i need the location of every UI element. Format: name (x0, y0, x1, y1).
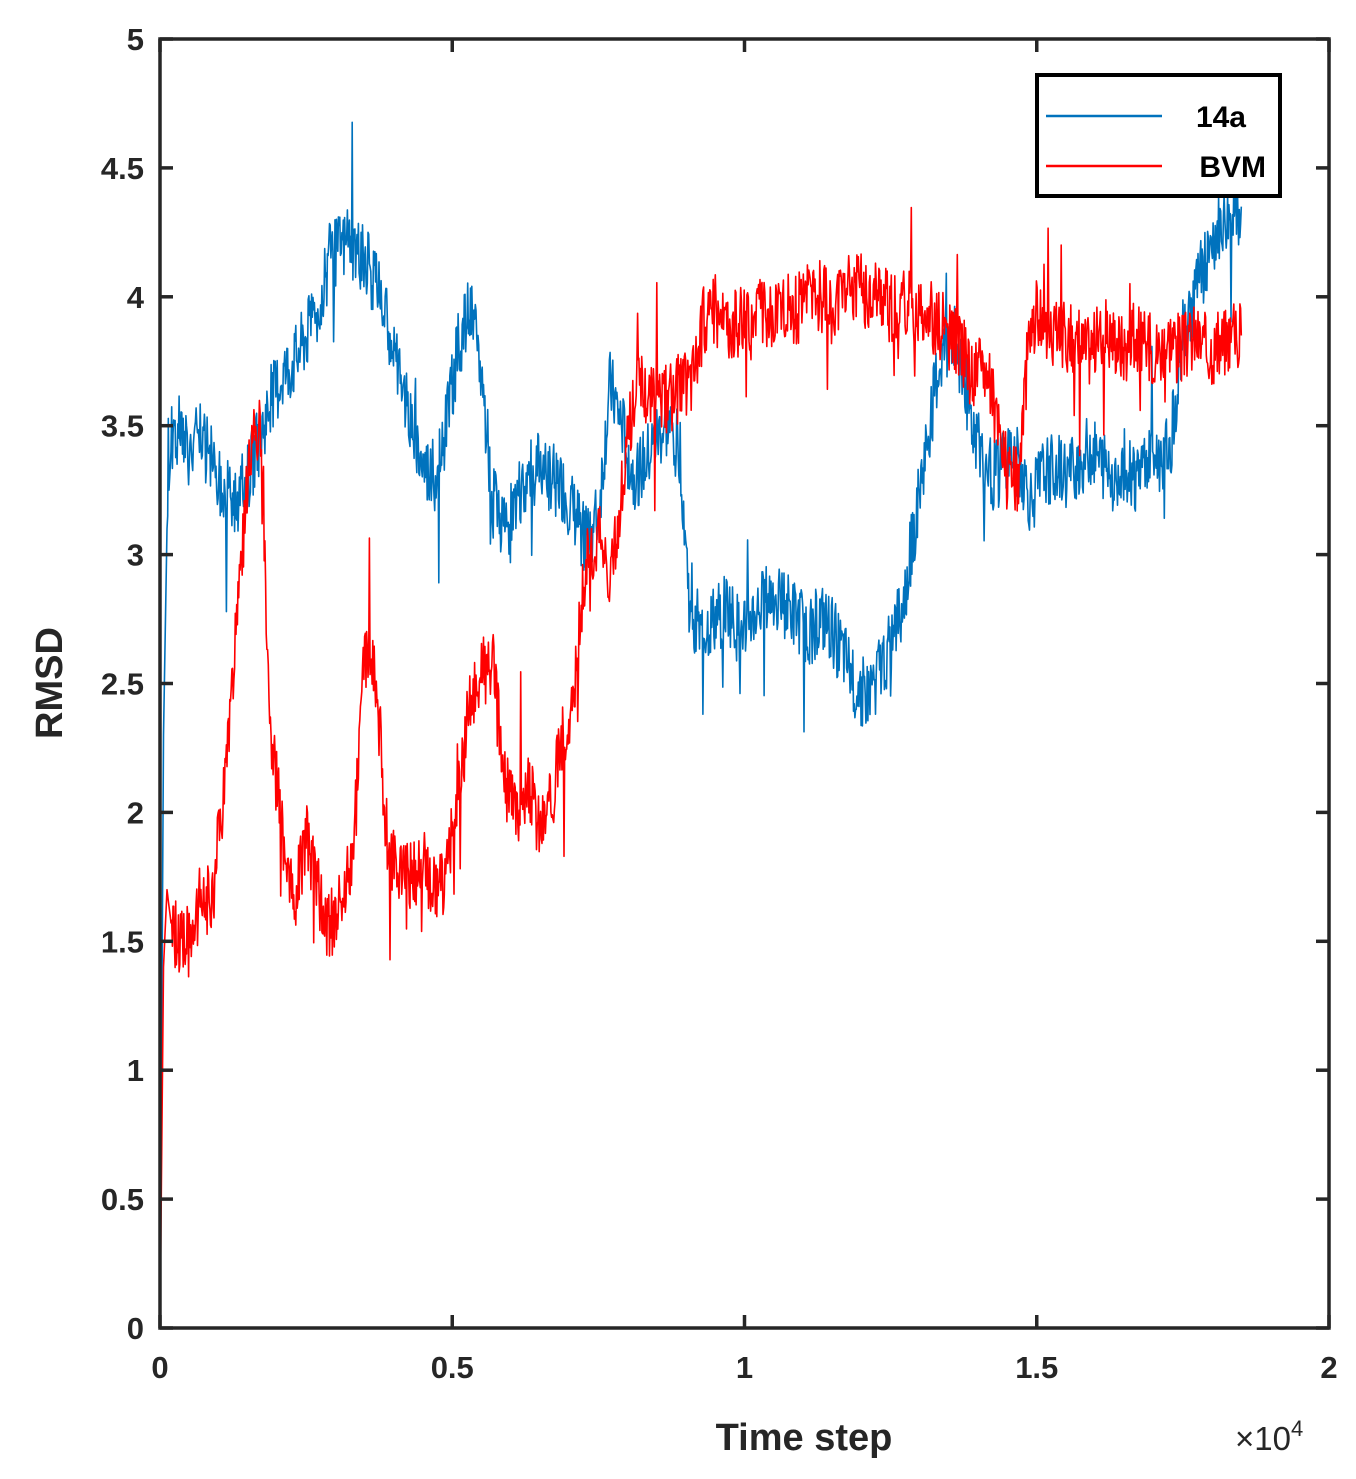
y-axis-title: RMSD (29, 627, 71, 739)
series-line-bvm (159, 206, 1243, 1329)
legend-label-14a: 14a (1196, 101, 1246, 134)
series-line-14a (159, 121, 1243, 1329)
y-tick-label: 3 (127, 538, 144, 573)
x-multiplier-base: ×10 (1235, 1420, 1291, 1457)
x-tick-label: 2 (1320, 1350, 1337, 1385)
x-tick-label: 0 (151, 1350, 168, 1385)
x-multiplier-exponent: 4 (1291, 1416, 1303, 1441)
x-tick-label: 0.5 (431, 1350, 474, 1385)
y-tick-label: 3.5 (101, 409, 144, 444)
x-axis-title: Time step (716, 1417, 893, 1459)
ticks-layer: 0 0.5 1 1.5 2 0 0.5 1 1.5 2 2.5 3 3.5 4 4.5 5 (101, 22, 1338, 1385)
x-multiplier-label: ×104 (1235, 1416, 1303, 1457)
series-layer (159, 121, 1243, 1329)
y-tick-label: 4 (127, 280, 145, 315)
y-tick-label: 4.5 (101, 151, 144, 186)
y-tick-label: 1 (127, 1053, 144, 1088)
y-tick-label: 0 (127, 1311, 144, 1346)
legend-box (1035, 73, 1282, 198)
y-tick-label: 2 (127, 795, 144, 830)
x-tick-label: 1.5 (1015, 1350, 1058, 1385)
x-tick-label: 1 (736, 1350, 753, 1385)
legend: 14a BVM (1035, 73, 1282, 198)
y-tick-label: 2.5 (101, 667, 144, 702)
legend-label-bvm: BVM (1199, 151, 1266, 184)
y-tick-label: 0.5 (101, 1182, 144, 1217)
y-tick-label: 5 (127, 22, 144, 57)
y-tick-label: 1.5 (101, 924, 144, 959)
